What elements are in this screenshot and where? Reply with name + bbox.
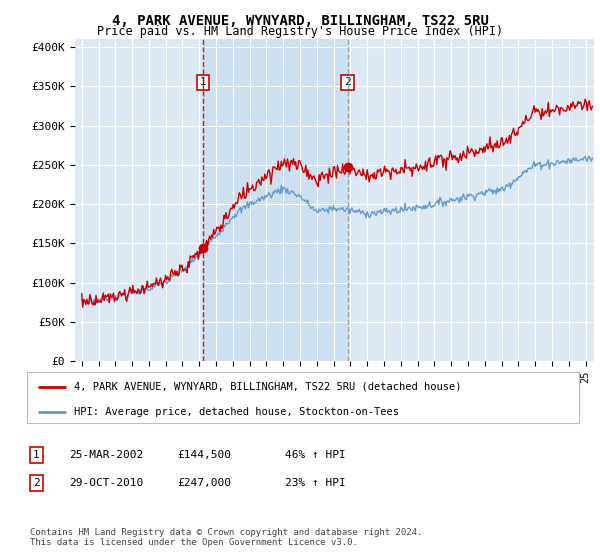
Text: £247,000: £247,000: [177, 478, 231, 488]
Text: 29-OCT-2010: 29-OCT-2010: [69, 478, 143, 488]
Text: 4, PARK AVENUE, WYNYARD, BILLINGHAM, TS22 5RU: 4, PARK AVENUE, WYNYARD, BILLINGHAM, TS2…: [112, 14, 488, 28]
Bar: [203, 39, 347, 361]
Text: Contains HM Land Registry data © Crown copyright and database right 2024.
This d: Contains HM Land Registry data © Crown c…: [30, 528, 422, 547]
Text: 46% ↑ HPI: 46% ↑ HPI: [285, 450, 346, 460]
Text: 1: 1: [33, 450, 40, 460]
Text: 2: 2: [33, 478, 40, 488]
Text: 23% ↑ HPI: 23% ↑ HPI: [285, 478, 346, 488]
Text: Price paid vs. HM Land Registry's House Price Index (HPI): Price paid vs. HM Land Registry's House …: [97, 25, 503, 38]
Text: 25-MAR-2002: 25-MAR-2002: [69, 450, 143, 460]
Text: £144,500: £144,500: [177, 450, 231, 460]
Text: 4, PARK AVENUE, WYNYARD, BILLINGHAM, TS22 5RU (detached house): 4, PARK AVENUE, WYNYARD, BILLINGHAM, TS2…: [74, 381, 461, 391]
Text: 1: 1: [200, 77, 206, 87]
Text: 2: 2: [344, 77, 351, 87]
Text: HPI: Average price, detached house, Stockton-on-Tees: HPI: Average price, detached house, Stoc…: [74, 407, 399, 417]
